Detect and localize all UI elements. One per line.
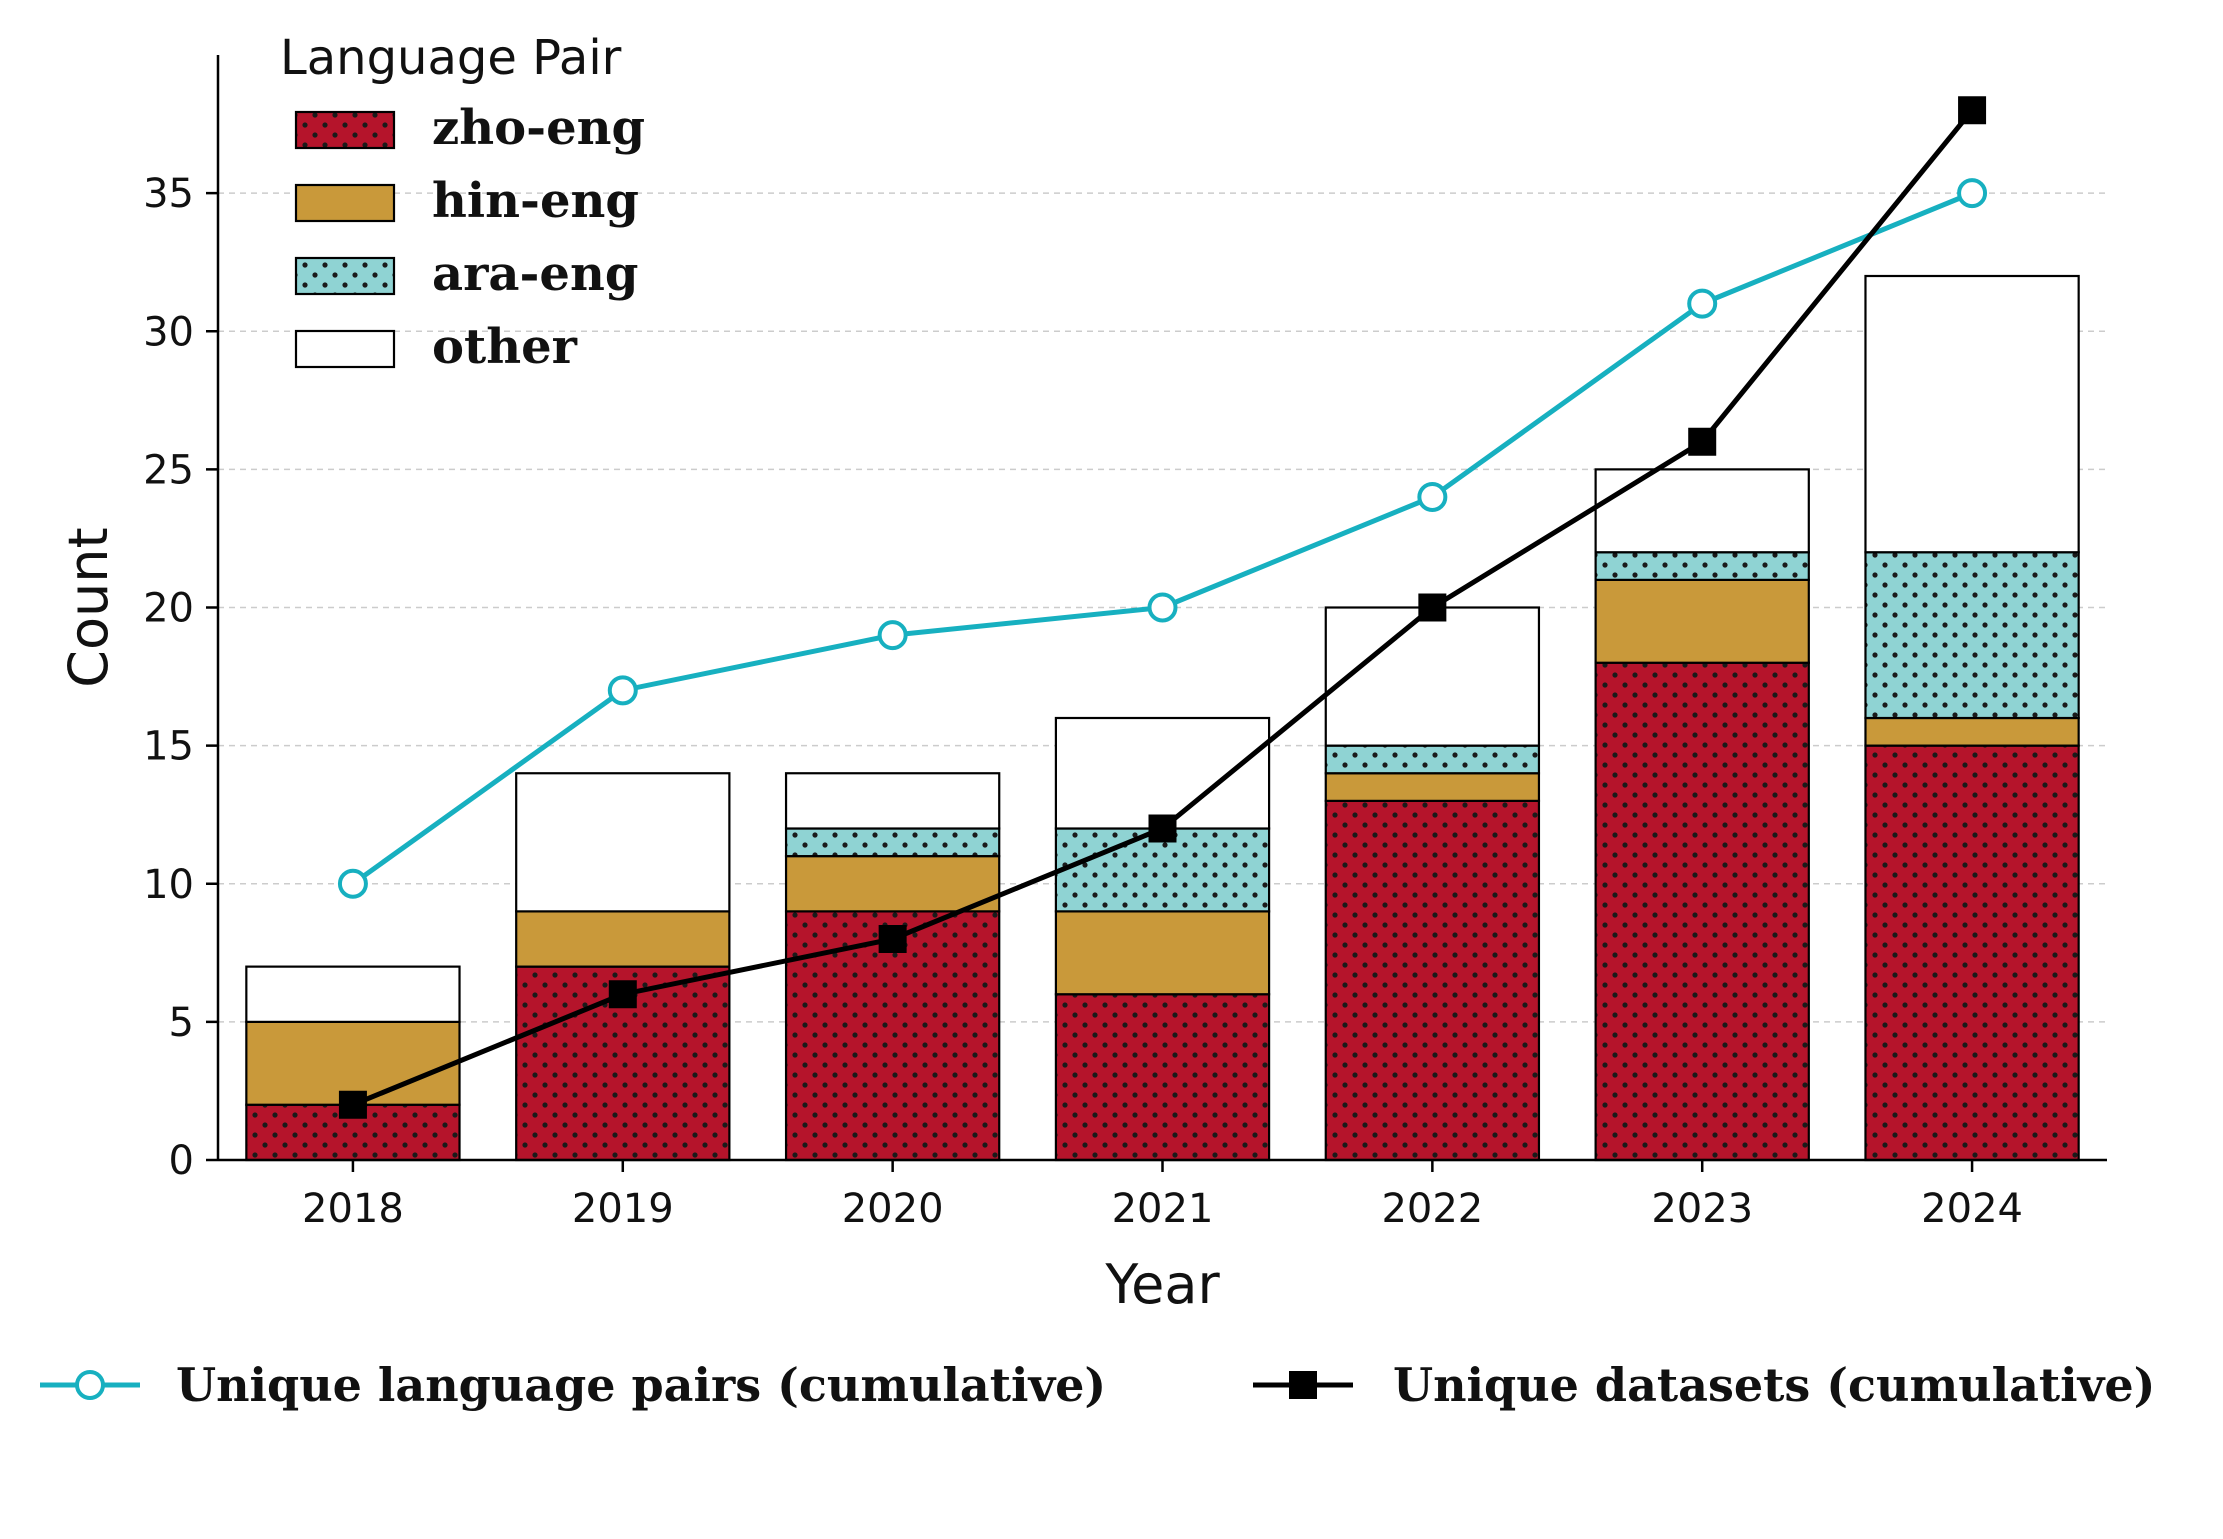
bar-other-2024 (1864, 274, 2080, 554)
bar-zho-eng-2023 (1594, 661, 1810, 1162)
y-tick-label-35: 35 (143, 171, 194, 217)
point-datasets-2022 (1418, 593, 1447, 622)
point-language-pairs-2023 (1687, 288, 1718, 319)
point-datasets-2021 (1148, 814, 1177, 843)
x-tick-label-2022: 2022 (1381, 1186, 1483, 1232)
point-language-pairs-2022 (1417, 482, 1448, 512)
point-language-pairs-2020 (877, 620, 908, 651)
point-datasets-2020 (878, 925, 907, 953)
bar-hin-eng-2024 (1864, 716, 2080, 747)
bottom-legend-marker-1 (1289, 1371, 1317, 1399)
bar-ara-eng-2020 (784, 827, 1001, 858)
legend-swatch-ara-eng (294, 256, 396, 296)
legend-label-zho-eng: zho-eng (432, 100, 645, 156)
x-tick-label-2020: 2020 (842, 1186, 944, 1232)
legend-swatch-hin-eng (294, 183, 396, 223)
x-axis-title: Year (1104, 1253, 1220, 1316)
point-datasets-2019 (608, 980, 637, 1009)
point-datasets-2024 (1958, 96, 1987, 125)
y-tick-label-25: 25 (143, 447, 194, 493)
bar-zho-eng-2024 (1864, 744, 2080, 1162)
point-language-pairs-2024 (1957, 178, 1988, 209)
y-tick-label-10: 10 (143, 862, 194, 908)
legend-swatch-other (294, 329, 396, 369)
bottom-legend-marker-0 (75, 1370, 105, 1400)
bar-other-2023 (1594, 468, 1810, 554)
bar-zho-eng-2022 (1324, 799, 1541, 1162)
x-tick-label-2023: 2023 (1651, 1186, 1753, 1232)
bar-hin-eng-2021 (1054, 910, 1271, 996)
bar-zho-eng-2021 (1054, 993, 1271, 1162)
legend-title: Language Pair (280, 30, 622, 86)
y-tick-label-15: 15 (143, 724, 194, 770)
x-tick-label-2021: 2021 (1112, 1186, 1214, 1232)
y-axis-ticks: 0 5 10 15 20 25 30 35 (143, 171, 218, 1184)
legend-label-ara-eng: ara-eng (432, 246, 638, 302)
bar-hin-eng-2023 (1594, 578, 1810, 664)
bar-hin-eng-2020 (784, 855, 1001, 913)
point-language-pairs-2018 (337, 868, 368, 899)
point-datasets-2018 (338, 1090, 367, 1119)
language-pair-legend: Language Pair zho-eng hin-eng ara-eng other (280, 30, 645, 375)
bottom-legend-label-0: Unique language pairs (cumulative) (176, 1358, 1106, 1412)
legend-label-hin-eng: hin-eng (432, 173, 639, 229)
bar-ara-eng-2023 (1594, 551, 1810, 581)
y-axis-title: Count (57, 527, 120, 687)
x-tick-label-2018: 2018 (302, 1186, 404, 1232)
bar-other-2020 (784, 772, 1001, 830)
bar-other-2019 (515, 772, 731, 913)
legend-swatch-zho-eng (294, 110, 396, 150)
bar-other-2021 (1054, 716, 1271, 830)
y-tick-label-20: 20 (143, 586, 194, 632)
bar-ara-eng-2022 (1324, 744, 1541, 775)
y-tick-label-30: 30 (143, 309, 194, 355)
stacked-bars (245, 274, 2080, 1162)
bottom-legend-label-1: Unique datasets (cumulative) (1393, 1358, 2155, 1412)
cumulative-lines-legend: Unique language pairs (cumulative) Unique… (40, 1358, 2155, 1412)
y-tick-label-5: 5 (169, 1000, 194, 1046)
y-tick-label-0: 0 (169, 1138, 194, 1184)
x-axis-ticks: 2018 2019 2020 2021 2022 2023 2024 (302, 1160, 2023, 1232)
point-language-pairs-2021 (1147, 592, 1178, 623)
bar-ara-eng-2024 (1864, 551, 2080, 720)
point-datasets-2023 (1688, 427, 1717, 456)
point-language-pairs-2019 (607, 675, 638, 706)
bar-hin-eng-2019 (515, 910, 731, 968)
legend-label-other: other (432, 319, 578, 375)
bar-hin-eng-2022 (1324, 772, 1541, 802)
x-tick-label-2024: 2024 (1921, 1186, 2023, 1232)
bar-other-2022 (1324, 606, 1541, 747)
cumulative-lines (337, 96, 1988, 1119)
x-tick-label-2019: 2019 (572, 1186, 674, 1232)
bar-other-2018 (245, 965, 461, 1023)
